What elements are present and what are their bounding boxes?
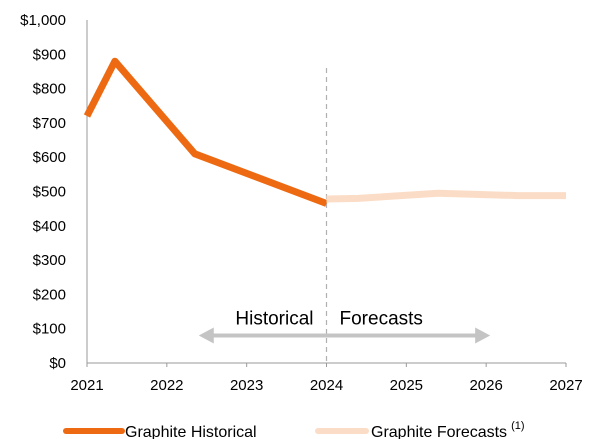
y-tick-label: $800 [33, 81, 66, 98]
legend: Graphite Historical Graphite Forecasts (1… [63, 420, 525, 439]
x-tick-label: 2021 [70, 377, 103, 394]
series-lines [83, 57, 566, 207]
legend-label-historical: Graphite Historical [125, 424, 257, 439]
legend-superscript: (1) [511, 420, 524, 432]
y-tick-label: $100 [33, 321, 66, 338]
x-tick-labels: 2021 2022 2023 2024 2025 2026 2027 [70, 363, 583, 394]
x-tick-label: 2026 [469, 377, 502, 394]
period-arrow-left-head [198, 327, 214, 344]
y-tick-label: $900 [33, 46, 66, 63]
y-tick-label: $200 [33, 286, 66, 303]
y-tick-label: $600 [33, 149, 66, 166]
period-arrow-right-head [475, 327, 491, 344]
x-tick-label: 2023 [230, 377, 263, 394]
y-tick-label: $400 [33, 218, 66, 235]
y-tick-label: $1,000 [20, 12, 66, 29]
x-tick-label: 2024 [310, 377, 343, 394]
forecasts-label: Forecasts [340, 309, 423, 330]
legend-label-forecasts-text: Graphite Forecasts [371, 424, 507, 439]
y-tick-label: $300 [33, 252, 66, 269]
y-tick-label: $0 [49, 355, 66, 372]
y-tick-labels: $0 $100 $200 $300 $400 $500 $600 $700 $800 $900 $1… [20, 12, 66, 372]
series-line-historical [83, 57, 328, 207]
period-arrow [198, 327, 491, 344]
y-tick-label: $700 [33, 115, 66, 132]
x-tick-label: 2022 [150, 377, 183, 394]
legend-label-forecasts: Graphite Forecasts (1) [371, 420, 525, 439]
x-tick-label: 2027 [549, 377, 582, 394]
historical-label: Historical [235, 309, 313, 330]
y-tick-label: $500 [33, 184, 66, 201]
x-tick-label: 2025 [390, 377, 423, 394]
series-line-forecasts [326, 189, 566, 203]
